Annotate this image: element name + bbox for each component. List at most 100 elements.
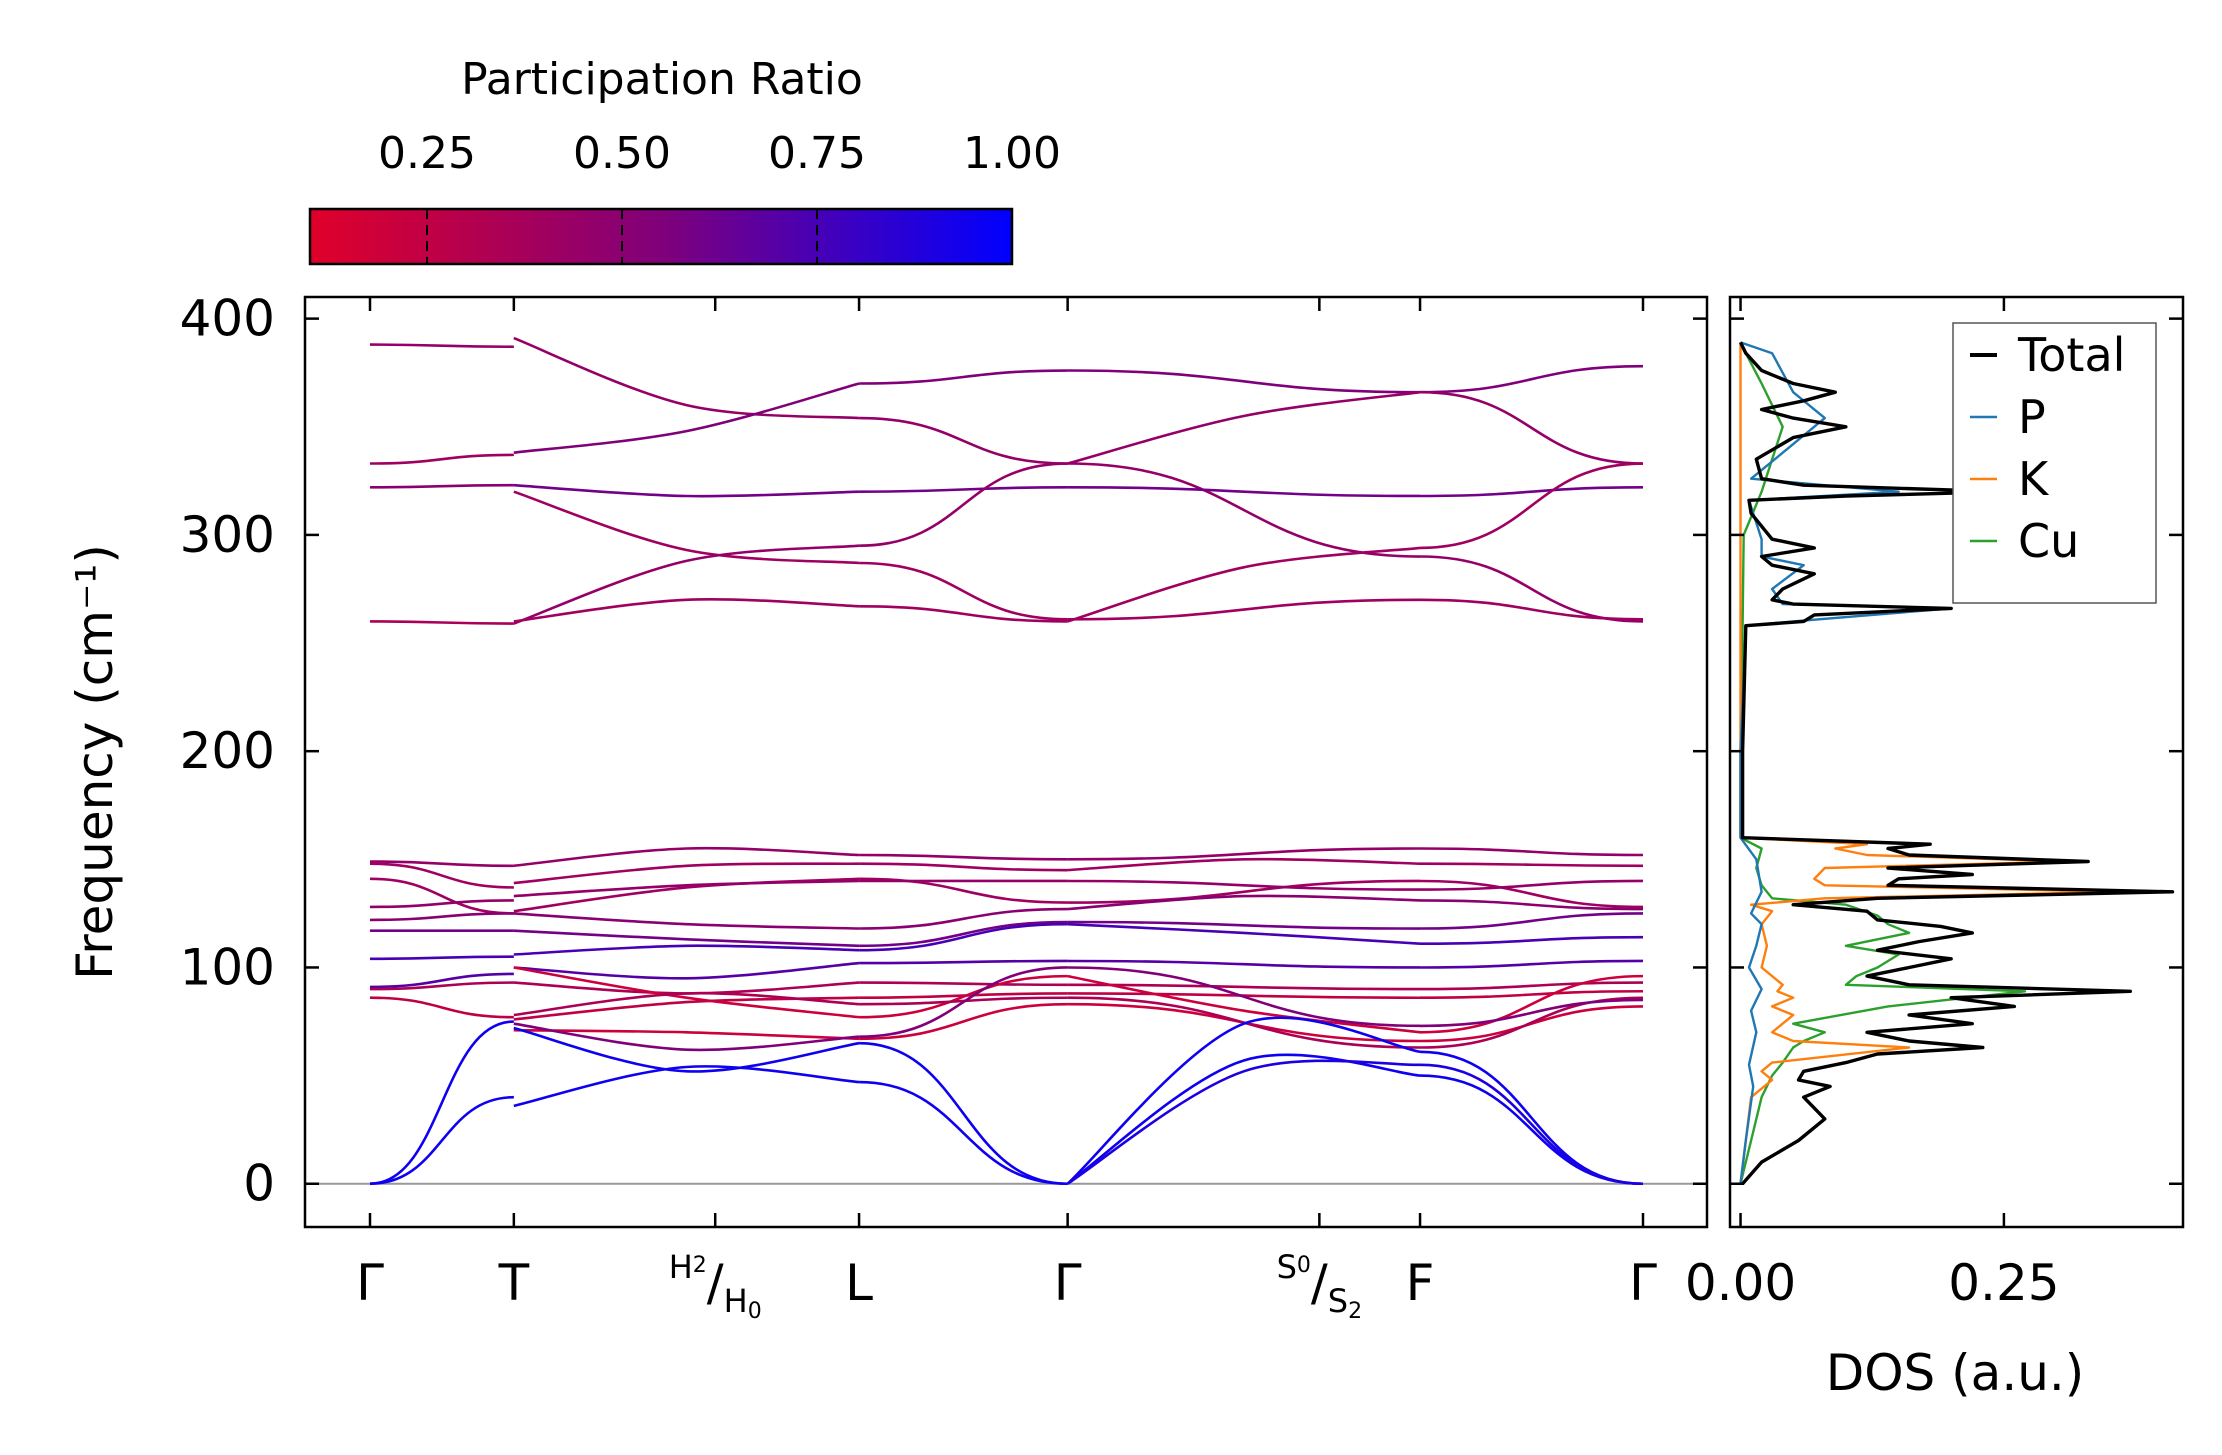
band-line-5 [1419, 364, 1644, 394]
dos-x-tick-label: 0.00 [1685, 1254, 1796, 1312]
band-line-24 [859, 1041, 1068, 1186]
band-line-3 [369, 620, 514, 625]
band-line-11 [1067, 857, 1421, 872]
dos-curve-p [1739, 341, 1953, 1184]
dos-lines [1738, 341, 2175, 1185]
band-line-24 [513, 1026, 860, 1073]
colorbar-tick-label: 0.25 [378, 128, 476, 179]
band-line-20 [859, 974, 1068, 1019]
band-line-9 [1419, 462, 1644, 550]
band-line-13 [369, 899, 514, 909]
band-line-12 [859, 877, 1068, 904]
band-line-5 [1067, 369, 1421, 394]
band-line-4 [1419, 555, 1644, 623]
band-line-19 [369, 996, 514, 1019]
band-line-24 [1419, 1050, 1644, 1186]
band-line-21 [513, 1028, 860, 1041]
band-line-16 [369, 955, 514, 961]
high-symmetry-label: Γ [356, 1254, 384, 1312]
dos-panel: 0.00 0.25 DOS (a.u.) Total PK Cu [1685, 295, 2185, 1402]
band-line-9 [1067, 546, 1421, 623]
band-line-5 [513, 382, 860, 454]
band-line-4 [859, 416, 1068, 465]
band-line-16 [1067, 922, 1421, 945]
band-line-14 [859, 907, 1068, 930]
band-line-20 [1067, 974, 1421, 1034]
band-line-11 [859, 862, 1068, 872]
band-line-22 [513, 991, 860, 1017]
band-lines [369, 336, 1644, 1186]
band-line-18 [513, 981, 860, 995]
band-line-24 [369, 1020, 514, 1185]
dos-curve-k [1739, 342, 2122, 1184]
band-line-11 [369, 862, 514, 889]
band-line-16 [859, 922, 1068, 952]
band-line-25 [859, 1080, 1068, 1186]
band-line-25 [513, 1065, 860, 1108]
band-line-15 [1419, 912, 1644, 930]
band-line-6 [1067, 486, 1421, 498]
band-line-7 [1419, 598, 1644, 621]
band-line-9 [513, 598, 860, 623]
band-line-20 [513, 966, 860, 1019]
band-line-23 [513, 1022, 860, 1052]
dos-legend: Total PK Cu [1952, 322, 2157, 604]
band-line-24 [1066, 1016, 1421, 1185]
legend-label: K [2018, 452, 2050, 506]
band-line-26 [1419, 1063, 1644, 1186]
band-line-7 [1067, 598, 1421, 621]
band-line-2 [369, 483, 514, 489]
high-symmetry-label: H2/H0 [669, 1248, 762, 1324]
legend-box [1952, 322, 2157, 604]
colorbar-title: Participation Ratio [461, 54, 863, 105]
band-line-18 [1419, 981, 1644, 991]
y-tick-label: 200 [180, 722, 275, 780]
band-y-ticks: 0 100 200 300 400 [180, 290, 1707, 1213]
y-tick-label: 100 [180, 938, 275, 996]
band-line-10 [369, 860, 514, 868]
y-tick-label: 0 [243, 1155, 275, 1213]
band-line-15 [859, 920, 1068, 948]
legend-label: P [2018, 390, 2046, 444]
colorbar-tick-label: 0.50 [573, 128, 671, 179]
band-line-14 [513, 912, 860, 930]
high-symmetry-label: T [498, 1254, 530, 1312]
band-line-0 [369, 343, 514, 349]
band-line-14 [1067, 894, 1421, 911]
band-line-26 [1066, 1059, 1421, 1185]
band-line-6 [859, 486, 1068, 493]
legend-label: Cu [2018, 514, 2079, 568]
dos-panel-frame [1728, 295, 2185, 1229]
band-line-13 [513, 879, 860, 898]
band-line-21 [859, 1002, 1068, 1041]
high-symmetry-label: L [845, 1254, 873, 1312]
band-line-1 [369, 453, 514, 465]
band-line-11 [513, 862, 860, 885]
colorbar-ticks [426, 209, 818, 264]
band-line-12 [1067, 879, 1421, 904]
band-line-25 [1066, 1053, 1421, 1185]
band-line-14 [1419, 899, 1644, 911]
band-line-25 [1419, 1074, 1644, 1186]
band-line-4 [1067, 462, 1421, 558]
band-line-18 [1067, 983, 1421, 991]
y-tick-label: 300 [180, 506, 275, 564]
high-symmetry-label: S0/S2 [1277, 1248, 1362, 1324]
band-line-6 [1419, 486, 1644, 498]
band-line-14 [369, 912, 514, 922]
band-line-6 [513, 483, 860, 498]
y-tick-label: 400 [180, 290, 275, 348]
band-panel-frame [303, 295, 1709, 1229]
band-line-23 [1419, 998, 1644, 1028]
band-line-17 [1419, 959, 1644, 969]
dos-x-tick-label: 0.25 [1948, 1254, 2059, 1312]
band-line-8 [1419, 390, 1644, 465]
band-line-12 [369, 877, 514, 915]
colorbar-tick-label: 0.75 [768, 128, 866, 179]
band-line-5 [859, 369, 1068, 385]
band-y-axis-label: Frequency (cm⁻¹) [66, 544, 124, 980]
band-line-23 [859, 966, 1068, 1038]
band-line-7 [859, 561, 1068, 621]
band-line-25 [369, 1095, 514, 1185]
band-line-18 [859, 981, 1068, 987]
